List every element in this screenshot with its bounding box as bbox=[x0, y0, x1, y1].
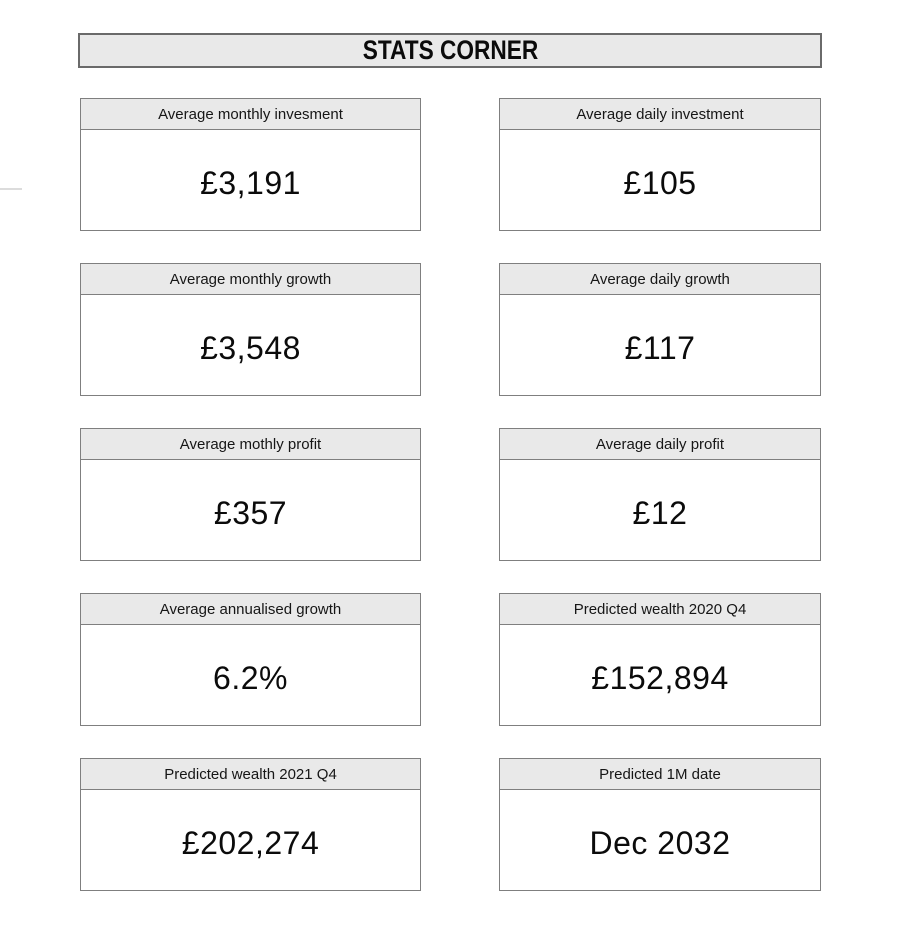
stat-card-value: £12 bbox=[632, 494, 688, 531]
stat-card-label: Average annualised growth bbox=[159, 600, 342, 618]
stat-card-label: Average monthly invesment bbox=[158, 105, 343, 123]
stat-card-predicted-1m-date: Predicted 1M date Dec 2032 bbox=[499, 758, 821, 891]
stat-card-header: Average monthly invesment bbox=[81, 99, 420, 130]
stat-card-label: Predicted 1M date bbox=[599, 765, 721, 783]
stat-card-value: £105 bbox=[623, 164, 697, 201]
stat-card-label: Predicted wealth 2021 Q4 bbox=[164, 765, 337, 783]
stat-card-value: £202,274 bbox=[181, 824, 320, 861]
stat-card-avg-daily-investment: Average daily investment £105 bbox=[499, 98, 821, 231]
stat-card-avg-monthly-growth: Average monthly growth £3,548 bbox=[80, 263, 421, 396]
stat-card-avg-annualised-growth: Average annualised growth 6.2% bbox=[80, 593, 421, 726]
stat-card-header: Average daily growth bbox=[500, 264, 820, 295]
stat-card-header: Average daily investment bbox=[500, 99, 820, 130]
stat-card-avg-monthly-investment: Average monthly invesment £3,191 bbox=[80, 98, 421, 231]
stat-card-value: 6.2% bbox=[213, 659, 288, 696]
page-title-box: STATS CORNER bbox=[78, 33, 822, 68]
stat-card-header: Average annualised growth bbox=[81, 594, 420, 625]
stat-card-header: Predicted 1M date bbox=[500, 759, 820, 790]
stat-card-label: Average monthly growth bbox=[169, 270, 332, 288]
stat-card-avg-monthly-profit: Average mothly profit £357 bbox=[80, 428, 421, 561]
stat-card-value: £357 bbox=[213, 494, 288, 531]
stat-card-avg-daily-profit: Average daily profit £12 bbox=[499, 428, 821, 561]
stat-card-value: £3,548 bbox=[200, 329, 301, 366]
stat-card-avg-daily-growth: Average daily growth £117 bbox=[499, 263, 821, 396]
stat-card-predicted-wealth-2020-q4: Predicted wealth 2020 Q4 £152,894 bbox=[499, 593, 821, 726]
page-title: STATS CORNER bbox=[362, 35, 538, 65]
stat-card-value: £117 bbox=[624, 329, 696, 366]
stat-card-header: Average monthly growth bbox=[81, 264, 420, 295]
stat-card-label: Average daily profit bbox=[595, 435, 725, 453]
row-divider-artifact bbox=[0, 188, 22, 190]
stat-card-value: Dec 2032 bbox=[589, 824, 731, 861]
stat-card-label: Average daily investment bbox=[576, 105, 744, 123]
stat-card-value: £152,894 bbox=[591, 659, 729, 696]
stat-card-label: Predicted wealth 2020 Q4 bbox=[573, 600, 747, 618]
stat-card-header: Predicted wealth 2020 Q4 bbox=[500, 594, 820, 625]
stat-card-header: Average daily profit bbox=[500, 429, 820, 460]
stat-card-label: Average daily growth bbox=[590, 270, 730, 288]
stat-card-predicted-wealth-2021-q4: Predicted wealth 2021 Q4 £202,274 bbox=[80, 758, 421, 891]
stat-card-value: £3,191 bbox=[200, 164, 301, 201]
stat-card-label: Average mothly profit bbox=[179, 435, 322, 453]
stat-card-header: Average mothly profit bbox=[81, 429, 420, 460]
stat-card-header: Predicted wealth 2021 Q4 bbox=[81, 759, 420, 790]
